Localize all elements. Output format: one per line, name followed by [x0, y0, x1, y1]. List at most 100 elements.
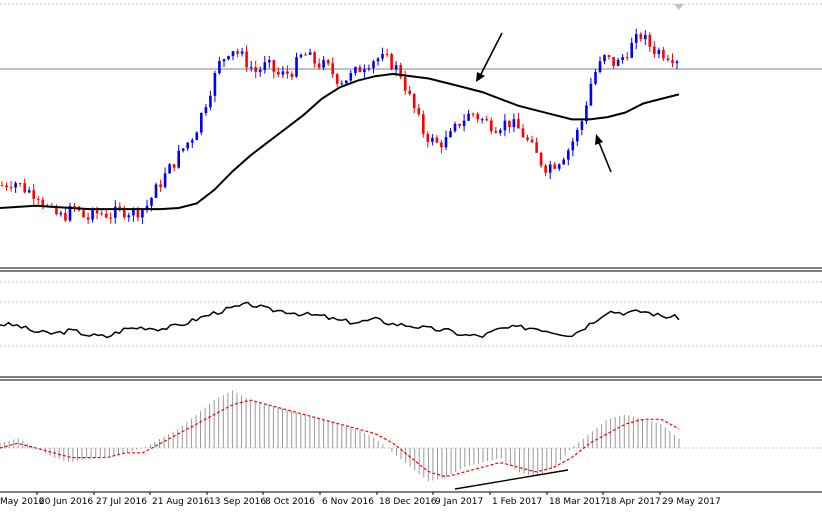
- time-axis-label: May 2016: [0, 497, 45, 507]
- candle-bear: [159, 184, 162, 188]
- candle-bull: [444, 137, 448, 148]
- candle-bull: [218, 61, 221, 73]
- candle-bull: [480, 119, 484, 121]
- candle-bear: [254, 67, 257, 72]
- candle-bull: [585, 105, 588, 122]
- candle-bull: [598, 61, 602, 72]
- candle-bull: [675, 61, 679, 63]
- time-axis-label: 18 Dec 2016: [379, 497, 437, 507]
- candle-bull: [186, 142, 189, 149]
- oscillator-line: [0, 301, 680, 339]
- candle-bull: [150, 197, 153, 206]
- candle-bull: [191, 140, 194, 143]
- candle-bear: [530, 139, 534, 143]
- candle-bear: [41, 199, 45, 206]
- candle-bull: [177, 150, 180, 168]
- candle-bull: [630, 42, 633, 58]
- divergence-trendline: [454, 469, 569, 490]
- candle-bull: [114, 206, 117, 218]
- candle-bull: [227, 56, 230, 60]
- candle-bear: [517, 119, 520, 129]
- candle-bear: [172, 164, 176, 168]
- candle-bear: [317, 63, 321, 68]
- time-axis-label: 18 Mar 2017: [549, 497, 606, 507]
- histogram-bars: [0, 390, 680, 482]
- candle-bear: [476, 113, 479, 120]
- candle-bear: [313, 52, 316, 64]
- candle-bear: [73, 206, 76, 208]
- candle-bear: [272, 60, 276, 72]
- candle-bear: [9, 187, 13, 189]
- candle-bull: [512, 119, 516, 128]
- candle-bear: [5, 185, 8, 188]
- candle-bull: [168, 164, 171, 174]
- candle-bull: [603, 55, 606, 62]
- candle-bull: [213, 73, 217, 96]
- candle-bear: [544, 165, 547, 173]
- candle-bull: [68, 206, 72, 221]
- candle-bear: [671, 60, 674, 64]
- chart-shift-marker-icon[interactable]: [674, 4, 684, 10]
- time-axis-label: 9 Jan 2017: [435, 497, 483, 507]
- oscillator-pane[interactable]: [0, 281, 822, 347]
- candle-bull: [372, 61, 375, 69]
- candle-bull: [281, 71, 285, 75]
- candle-bull: [431, 137, 434, 142]
- candle-bull: [354, 67, 357, 74]
- candle-bull: [141, 208, 144, 218]
- candle-bear: [290, 73, 294, 77]
- candle-bear: [64, 212, 67, 221]
- candle-bull: [363, 69, 366, 73]
- price-pane[interactable]: [0, 3, 822, 225]
- candle-bull: [499, 130, 502, 133]
- candle-bull: [145, 205, 149, 209]
- candle-bull: [644, 34, 647, 40]
- signal-line: [0, 399, 680, 478]
- candle-bull: [91, 209, 94, 220]
- candle-bear: [426, 133, 430, 142]
- candle-bull: [299, 54, 303, 58]
- candle-bear: [385, 54, 389, 55]
- candle-bear: [331, 63, 334, 75]
- histogram-pane[interactable]: [0, 390, 822, 490]
- candle-bear: [521, 128, 525, 138]
- candle-bear: [535, 142, 538, 153]
- candle-bear: [662, 49, 665, 59]
- candle-bull: [200, 113, 203, 133]
- candle-bear: [23, 183, 26, 193]
- candle-bull: [263, 62, 267, 70]
- candle-bull: [349, 73, 353, 81]
- candle-bull: [27, 190, 31, 193]
- candle-bull: [394, 65, 398, 70]
- candle-bull: [258, 69, 262, 72]
- candle-bull: [204, 107, 208, 113]
- candle-bull: [268, 60, 271, 63]
- time-axis-label: 6 Nov 2016: [322, 497, 374, 507]
- candle-bull: [621, 57, 624, 60]
- candle-bear: [286, 71, 289, 74]
- candle-bull: [14, 183, 17, 188]
- candle-bear: [109, 217, 112, 219]
- candle-bull: [616, 59, 620, 66]
- candle-bull: [127, 215, 131, 218]
- candle-bull: [467, 113, 470, 121]
- candle-bull: [59, 212, 63, 215]
- candle-bear: [236, 51, 239, 54]
- annotation-arrow-1-shaft: [478, 32, 503, 79]
- candle-bull: [163, 173, 167, 188]
- candle-bear: [408, 90, 411, 94]
- candle-bear: [82, 210, 85, 218]
- candle-bull: [548, 164, 552, 173]
- candle-bear: [277, 71, 280, 75]
- candle-bear: [648, 34, 652, 47]
- candle-bear: [0, 185, 4, 187]
- candle-bull: [132, 209, 135, 216]
- candle-bull: [376, 58, 380, 62]
- candle-bull: [449, 131, 452, 138]
- candle-bull: [576, 129, 579, 142]
- candle-bull: [462, 120, 466, 126]
- candle-bear: [18, 183, 22, 185]
